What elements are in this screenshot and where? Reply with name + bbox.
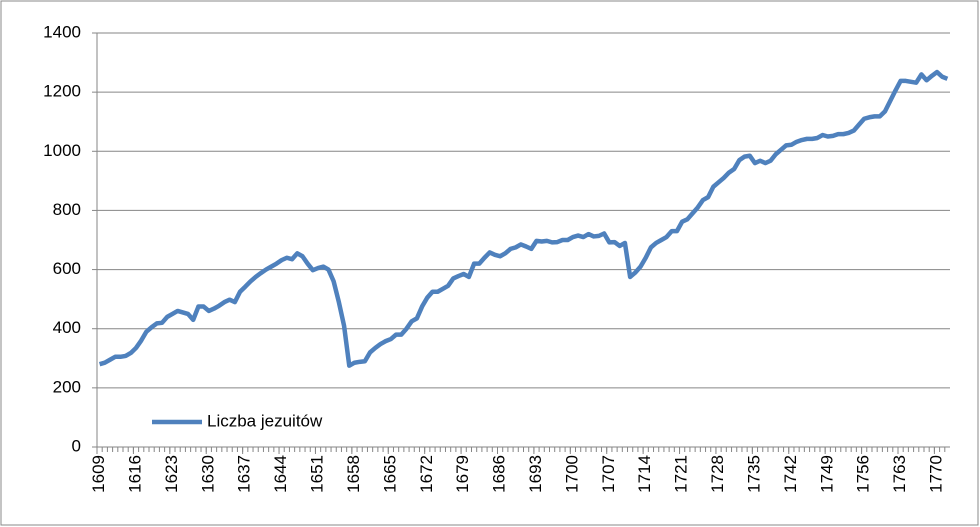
y-tick-label: 600 [53,259,81,278]
x-tick-label: 1637 [235,455,254,493]
data-line [98,69,949,368]
x-tick-label: 1707 [599,455,618,493]
y-tick-label: 400 [53,318,81,337]
y-tick-label: 800 [53,200,81,219]
x-tick-label: 1749 [817,455,836,493]
x-tick-label: 1609 [89,455,108,493]
x-tick-label: 1721 [672,455,691,493]
x-tick-label: 1644 [271,455,290,493]
x-tick-label: 1679 [453,455,472,493]
x-tick-label: 1665 [380,455,399,493]
x-tick-label: 1700 [562,455,581,493]
x-tick-label: 1630 [198,455,217,493]
y-tick-label: 1000 [43,141,81,160]
y-tick-label: 0 [72,436,81,455]
y-tick-label: 200 [53,377,81,396]
legend-label: Liczba jezuitów [207,411,323,430]
x-tick-label: 1770 [926,455,945,493]
y-tick-label: 1200 [43,82,81,101]
x-tick-label: 1686 [490,455,509,493]
y-tick-label: 1400 [43,22,81,41]
x-tick-label: 1742 [781,455,800,493]
x-tick-label: 1616 [125,455,144,493]
x-tick-label: 1735 [744,455,763,493]
x-tick-label: 1763 [890,455,909,493]
x-tick-label: 1658 [344,455,363,493]
x-tick-label: 1728 [708,455,727,493]
x-tick-label: 1756 [854,455,873,493]
x-tick-label: 1623 [162,455,181,493]
x-tick-label: 1693 [526,455,545,493]
x-tick-label: 1672 [417,455,436,493]
x-tick-label: 1651 [308,455,327,493]
x-tick-label: 1714 [635,455,654,493]
